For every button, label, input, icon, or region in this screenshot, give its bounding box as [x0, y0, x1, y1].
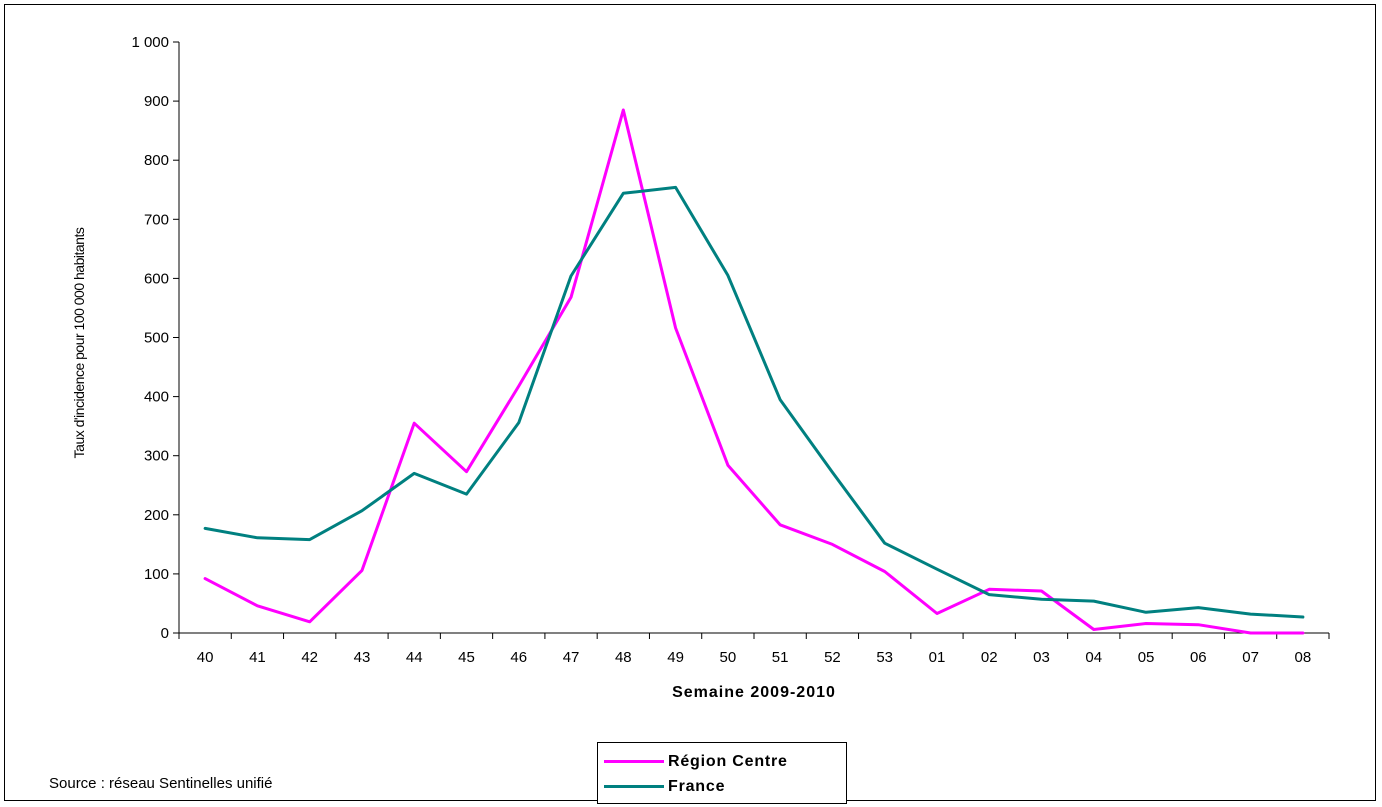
source-note: Source : réseau Sentinelles unifié: [49, 775, 273, 792]
y-tick-label: 0: [161, 625, 169, 642]
x-tick-label: 44: [406, 649, 423, 666]
x-axis: 40 41 42 43 44 45 46 47 48 49 50 51 52 53 01 02 03 04 05 06…: [178, 632, 1330, 666]
y-tick-label: 800: [144, 152, 169, 169]
x-tick-label: 04: [1085, 649, 1102, 666]
x-tick-label: 49: [667, 649, 684, 666]
x-tick-label: 47: [563, 649, 580, 666]
x-tick-label: 03: [1033, 649, 1050, 666]
x-tick-label: 01: [929, 649, 946, 666]
y-tick-label: 500: [144, 330, 169, 347]
x-tick-label: 06: [1190, 649, 1207, 666]
x-tick-label: 07: [1242, 649, 1259, 666]
y-tick-label: 100: [144, 566, 169, 583]
y-tick-label: 200: [144, 507, 169, 524]
x-tick-label: 45: [458, 649, 475, 666]
x-tick-label: 41: [249, 649, 266, 666]
legend: Région Centre France: [597, 742, 847, 804]
x-tick-label: 52: [824, 649, 841, 666]
x-tick-label: 48: [615, 649, 632, 666]
x-tick-label: 40: [197, 649, 214, 666]
y-tick-label: 600: [144, 270, 169, 287]
x-tick-label: 53: [876, 649, 893, 666]
x-tick-label: 02: [981, 649, 998, 666]
series-layer: [203, 108, 1305, 635]
y-tick-label: 1 000: [131, 34, 169, 51]
y-tick-label: 400: [144, 389, 169, 406]
legend-label-france: France: [668, 777, 726, 795]
x-tick-label: 50: [720, 649, 737, 666]
legend-swatch-france: [604, 785, 664, 788]
series-line-france: [203, 185, 1305, 619]
legend-entry-region-centre: Région Centre: [604, 749, 846, 774]
x-tick-label: 42: [301, 649, 318, 666]
legend-label-region-centre: Région Centre: [668, 752, 788, 770]
x-tick-label: 46: [510, 649, 527, 666]
y-axis-title: Taux d'incidence pour 100 000 habitants: [71, 227, 87, 458]
y-tick-label: 700: [144, 211, 169, 228]
legend-entry-france: France: [604, 774, 846, 799]
x-tick-label: 43: [354, 649, 371, 666]
legend-swatch-region-centre: [604, 760, 664, 763]
x-tick-label: 51: [772, 649, 789, 666]
y-axis: 0 100 200 300 400 500 600 700 800 900 1 000: [131, 34, 180, 642]
x-tick-label: 05: [1138, 649, 1155, 666]
x-axis-title: Semaine 2009-2010: [672, 684, 836, 701]
y-tick-label: 300: [144, 448, 169, 465]
x-tick-label: 08: [1295, 649, 1312, 666]
chart-frame: 0 100 200 300 400 500 600 700 800 900 1 000 40 41 42…: [4, 4, 1376, 804]
series-line-region-centre: [203, 108, 1305, 635]
line-chart: 0 100 200 300 400 500 600 700 800 900 1 000 40 41 42…: [71, 34, 1330, 701]
y-tick-label: 900: [144, 93, 169, 110]
